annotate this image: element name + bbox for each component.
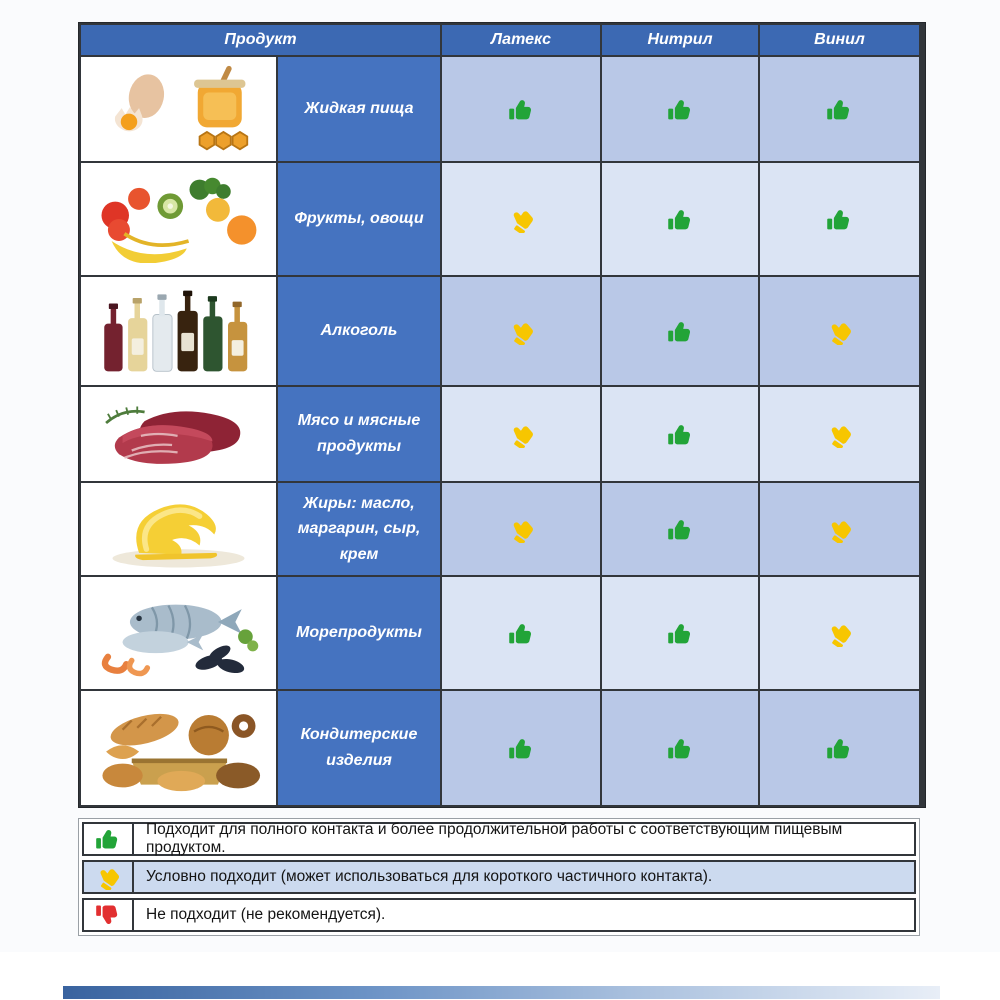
thumb-tilted-icon (513, 425, 533, 448)
legend-text: Не подходит (не рекомендуется). (146, 906, 386, 923)
column-header-product: Продукт (81, 25, 440, 55)
legend-text: Подходит для полного контакта и более пр… (146, 821, 843, 856)
column-header-nitrile: Нитрил (602, 25, 758, 55)
thumb-up-icon (667, 209, 690, 229)
thumb-tilted-icon (831, 425, 851, 448)
rating-vinyl-cell (760, 483, 919, 575)
column-header-latex: Латекс (442, 25, 600, 55)
thumb-up-green-icon (84, 824, 134, 854)
product-name: Кондитерские изделия (278, 691, 440, 805)
rating-nitrile-cell (602, 691, 758, 805)
product-name: Жиры: масло, маргарин, сыр, крем (278, 483, 440, 575)
thumb-up-icon (508, 623, 531, 643)
alcohol-bottles-illustration (104, 290, 248, 372)
rating-latex-cell (442, 577, 600, 689)
alcohol-bottles-photo (81, 277, 276, 385)
thumb-up-icon (667, 321, 690, 341)
thumb-tilted-icon (100, 869, 120, 890)
legend-row: Подходит для полного контакта и более пр… (82, 821, 916, 856)
meat-illustration (105, 406, 241, 464)
rating-latex-cell (442, 163, 600, 275)
fruits-vegetables-illustration (101, 177, 257, 263)
rating-latex-cell (442, 483, 600, 575)
meat-photo (81, 387, 276, 481)
thumb-tilted-yellow-icon (84, 862, 134, 892)
bottom-gradient-bar (63, 986, 940, 999)
thumb-tilted-icon (831, 624, 851, 647)
rating-nitrile-cell (602, 277, 758, 385)
rating-vinyl-cell (760, 277, 919, 385)
rating-nitrile-cell (602, 483, 758, 575)
rating-vinyl-cell (760, 387, 919, 481)
rating-latex-cell (442, 387, 600, 481)
rating-nitrile-cell (602, 57, 758, 161)
thumb-tilted-icon (831, 322, 851, 345)
product-name: Жидкая пища (278, 57, 440, 161)
legend-table: Подходит для полного контакта и более пр… (78, 818, 920, 936)
butter-illustration (112, 504, 245, 568)
rating-latex-cell (442, 277, 600, 385)
rating-vinyl-cell (760, 577, 919, 689)
seafood-illustration (101, 604, 259, 677)
thumb-down-red-icon (84, 900, 134, 930)
thumb-tilted-icon (513, 322, 533, 345)
product-name: Морепродукты (278, 577, 440, 689)
rating-vinyl-cell (760, 163, 919, 275)
thumb-up-icon (667, 99, 690, 119)
legend-row: Условно подходит (может использоваться д… (82, 860, 916, 894)
rating-nitrile-cell (602, 387, 758, 481)
product-name: Фрукты, овощи (278, 163, 440, 275)
thumb-down-icon (96, 905, 118, 925)
thumb-up-icon (667, 424, 690, 444)
column-header-vinyl: Винил (760, 25, 919, 55)
thumb-up-icon (667, 738, 690, 758)
product-name: Алкоголь (278, 277, 440, 385)
thumb-tilted-icon (513, 520, 533, 543)
thumb-up-icon (508, 738, 531, 758)
butter-photo (81, 483, 276, 575)
thumb-up-icon (667, 623, 690, 643)
fruits-vegetables-photo (81, 163, 276, 275)
legend-row: Не подходит (не рекомендуется). (82, 898, 916, 932)
eggs-honey-photo (81, 57, 276, 161)
rating-nitrile-cell (602, 577, 758, 689)
legend-text: Условно подходит (может использоваться д… (146, 868, 713, 885)
thumb-up-icon (827, 209, 850, 229)
bakery-photo (81, 691, 276, 805)
thumb-up-icon (667, 519, 690, 539)
thumb-tilted-icon (513, 210, 533, 233)
thumb-up-icon (508, 99, 531, 119)
rating-vinyl-cell (760, 57, 919, 161)
thumb-up-icon (827, 738, 850, 758)
thumb-tilted-icon (831, 520, 851, 543)
product-name: Мясо и мясные продукты (278, 387, 440, 481)
compatibility-table: Продукт Латекс Нитрил Винил Жидкая пища … (78, 22, 926, 808)
rating-vinyl-cell (760, 691, 919, 805)
thumb-up-icon (827, 99, 850, 119)
rating-latex-cell (442, 57, 600, 161)
rating-nitrile-cell (602, 163, 758, 275)
seafood-photo (81, 577, 276, 689)
bakery-illustration (102, 713, 261, 792)
eggs-honey-illustration (114, 65, 249, 151)
rating-latex-cell (442, 691, 600, 805)
thumb-up-icon (96, 829, 118, 849)
